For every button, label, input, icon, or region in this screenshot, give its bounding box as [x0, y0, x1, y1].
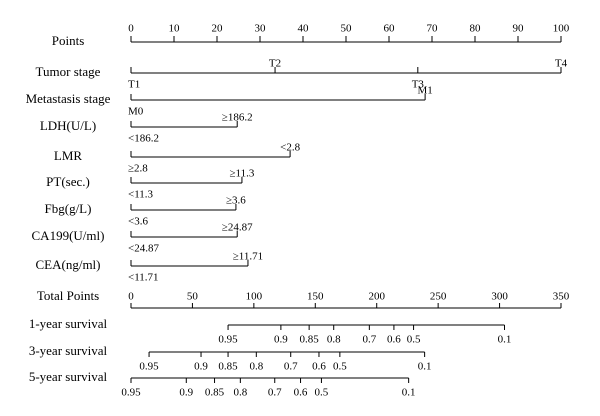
level-label: ≥186.2	[222, 112, 253, 124]
survival-label: 0.7	[362, 334, 376, 346]
survival-label: 0.5	[333, 361, 347, 373]
survival-label: 0.85	[205, 387, 225, 399]
tick-label: 100	[246, 291, 263, 303]
level-label: <11.3	[128, 189, 154, 201]
tick-label: 300	[491, 291, 508, 303]
row-label: LDH(U/L)	[40, 118, 96, 133]
tick-label: 100	[553, 23, 570, 35]
row-label: LMR	[54, 148, 83, 163]
survival-label: 0.1	[402, 387, 416, 399]
survival-label: 0.8	[249, 361, 263, 373]
survival-label: 0.95	[139, 361, 159, 373]
row-label: 3-year survival	[29, 343, 108, 358]
level-label: <3.6	[128, 216, 148, 228]
survival-label: 0.8	[327, 334, 341, 346]
level-label: <24.87	[128, 243, 159, 255]
level-label: T3	[412, 79, 425, 91]
row-label: 1-year survival	[29, 316, 108, 331]
survival-label: 0.85	[218, 361, 238, 373]
level-label: M0	[128, 106, 144, 118]
survival-label: 0.7	[284, 361, 298, 373]
row-label: Total Points	[37, 288, 99, 303]
level-label: <2.8	[280, 142, 300, 154]
survival-label: 0.1	[418, 361, 432, 373]
level-label: T1	[128, 79, 140, 91]
survival-label: 0.5	[315, 387, 329, 399]
survival-label: 0.95	[121, 387, 141, 399]
level-label: ≥3.6	[226, 195, 246, 207]
row-label: Tumor stage	[36, 64, 101, 79]
level-label: ≥11.3	[229, 168, 254, 180]
survival-label: 0.6	[294, 387, 308, 399]
tick-label: 50	[187, 291, 199, 303]
survival-label: 0.95	[218, 334, 238, 346]
tick-label: 40	[298, 23, 310, 35]
survival-label: 0.9	[274, 334, 288, 346]
tick-label: 0	[128, 23, 134, 35]
tick-label: 70	[427, 23, 439, 35]
tick-label: 200	[368, 291, 385, 303]
tick-label: 60	[384, 23, 396, 35]
row-label: Metastasis stage	[26, 91, 111, 106]
tick-label: 80	[470, 23, 482, 35]
tick-label: 0	[128, 291, 134, 303]
survival-label: 0.1	[498, 334, 512, 346]
level-label: M1	[417, 85, 432, 97]
level-label: ≥24.87	[222, 222, 253, 234]
level-label: <11.71	[128, 272, 159, 284]
level-label: T2	[269, 58, 281, 70]
row-label: Points	[52, 33, 85, 48]
level-label: <186.2	[128, 133, 159, 145]
survival-label: 0.9	[194, 361, 208, 373]
tick-label: 150	[307, 291, 324, 303]
level-label: T4	[555, 58, 568, 70]
survival-label: 0.7	[268, 387, 282, 399]
tick-label: 250	[430, 291, 447, 303]
level-label: ≥11.71	[233, 251, 263, 263]
row-label: CEA(ng/ml)	[36, 257, 101, 272]
row-label: Fbg(g/L)	[45, 201, 92, 216]
survival-label: 0.85	[300, 334, 320, 346]
tick-label: 30	[255, 23, 267, 35]
row-label: PT(sec.)	[46, 174, 90, 189]
survival-label: 0.8	[233, 387, 247, 399]
row-label: 5-year survival	[29, 369, 108, 384]
tick-label: 10	[169, 23, 181, 35]
tick-label: 350	[553, 291, 570, 303]
level-label: ≥2.8	[128, 163, 148, 175]
survival-label: 0.9	[179, 387, 193, 399]
survival-label: 0.5	[407, 334, 421, 346]
tick-label: 50	[341, 23, 353, 35]
survival-label: 0.6	[312, 361, 326, 373]
tick-label: 20	[212, 23, 224, 35]
survival-label: 0.6	[387, 334, 401, 346]
tick-label: 90	[513, 23, 525, 35]
row-label: CA199(U/ml)	[32, 228, 105, 243]
